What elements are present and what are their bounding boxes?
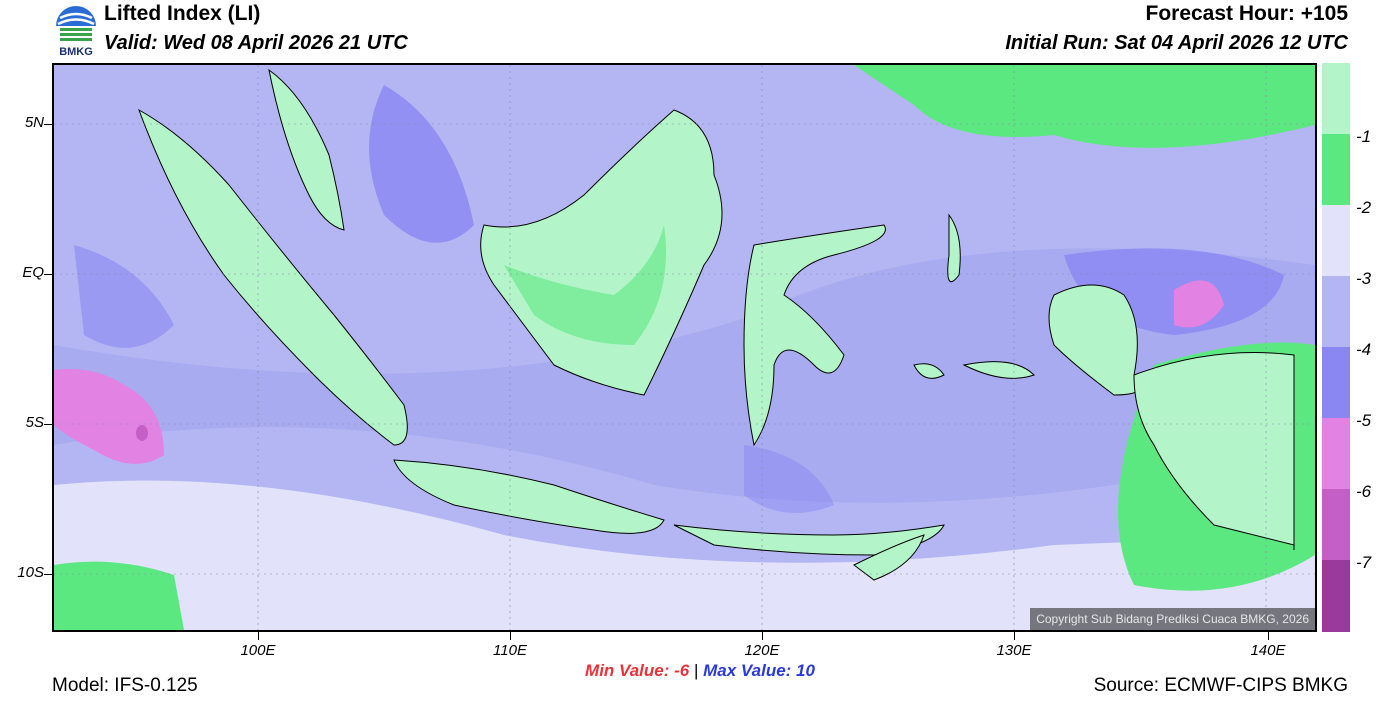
colorbar-label: -3 <box>1356 269 1372 288</box>
lat-label-10s: 10S <box>17 564 44 581</box>
initial-run: Initial Run: Sat 04 April 2026 12 UTC <box>1005 32 1348 54</box>
lat-label-5s: 5S <box>25 414 44 431</box>
lon-tick <box>1014 632 1015 640</box>
lon-label-120e: 120E <box>744 642 780 659</box>
lon-label-110e: 110E <box>493 642 527 659</box>
valid-time: Valid: Wed 08 April 2026 21 UTC <box>104 32 408 54</box>
lat-label-5n: 5N <box>24 114 44 131</box>
map-canvas <box>54 65 1315 630</box>
min-max-separator: | <box>693 661 699 680</box>
colorbar-segment <box>1322 134 1350 205</box>
model-label: Model: IFS-0.125 <box>52 675 198 696</box>
colorbar-segment <box>1322 347 1350 418</box>
lat-tick <box>44 424 52 425</box>
lon-tick <box>762 632 763 640</box>
colorbar-label: -1 <box>1356 127 1372 146</box>
lon-label-100e: 100E <box>240 642 276 659</box>
lat-tick <box>44 574 52 575</box>
lon-tick <box>258 632 259 640</box>
colorbar-segment <box>1322 63 1350 134</box>
lat-tick <box>44 274 52 275</box>
chart-title: Lifted Index (LI) <box>104 2 261 25</box>
logo-text: BMKG <box>59 46 93 58</box>
copyright-note: Copyright Sub Bidang Prediksi Cuaca BMKG… <box>1030 608 1315 630</box>
bmkg-logo: BMKG <box>50 0 102 60</box>
source-label: Source: ECMWF-CIPS BMKG <box>1093 675 1348 696</box>
lon-label-140e: 140E <box>1250 642 1286 659</box>
colorbar-label: -2 <box>1356 198 1372 217</box>
colorbar-label: -5 <box>1356 411 1372 430</box>
max-value: Max Value: 10 <box>703 661 815 680</box>
colorbar-segment <box>1322 560 1350 632</box>
colorbar-label: -7 <box>1356 553 1372 572</box>
colorbar-segment <box>1322 418 1350 489</box>
lat-label-eq: EQ <box>22 264 44 281</box>
lat-tick <box>44 124 52 125</box>
colorbar-label: -4 <box>1356 340 1372 359</box>
lon-label-130e: 130E <box>996 642 1032 659</box>
min-value: Min Value: -6 <box>585 661 690 680</box>
bmkg-logo-emblem <box>56 6 96 41</box>
colorbar-segment <box>1322 205 1350 276</box>
colorbar <box>1322 63 1350 632</box>
lon-tick <box>510 632 511 640</box>
colorbar-segment <box>1322 276 1350 347</box>
colorbar-label: -6 <box>1356 482 1372 501</box>
lon-tick <box>1268 632 1269 640</box>
colorbar-segment <box>1322 489 1350 560</box>
forecast-hour: Forecast Hour: +105 <box>1145 2 1349 25</box>
lifted-index-map: Copyright Sub Bidang Prediksi Cuaca BMKG… <box>52 63 1317 632</box>
min-max-values: Min Value: -6 | Max Value: 10 <box>0 661 1400 681</box>
